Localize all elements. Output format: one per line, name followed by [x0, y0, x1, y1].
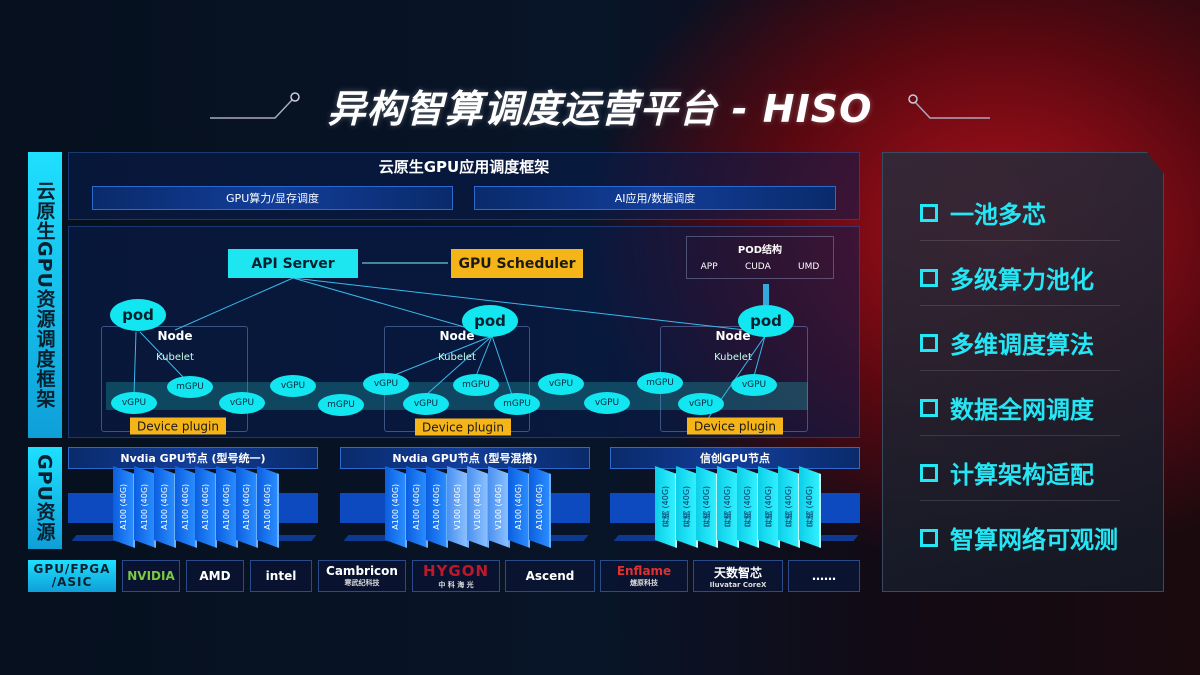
gpu-node-title: 信创GPU节点 — [610, 447, 860, 469]
pod-2: pod — [462, 305, 518, 337]
features-panel — [882, 152, 1164, 592]
gpu-resources-label: GPU资源 — [28, 447, 62, 549]
kubelet-label-1: Kubelet — [156, 352, 194, 363]
gpu-unit: vGPU — [219, 392, 265, 414]
vendor-logo: intel — [250, 560, 312, 592]
gpu-node-title: Nvdia GPU节点 (型号统一) — [68, 447, 318, 469]
vendor-logo: 天数智芯 Iluvatar CoreX — [693, 560, 783, 592]
pod-structure-box: POD结构 APP CUDA UMD — [686, 236, 834, 279]
chip-types-label: GPU/FPGA /ASIC — [28, 560, 116, 592]
pod-3: pod — [738, 305, 794, 337]
gpu-card: 昇腾 (40G) — [655, 465, 677, 549]
gpu-compute-scheduling-box: GPU算力/显存调度 — [92, 186, 453, 210]
gpu-unit: vGPU — [584, 392, 630, 414]
gpu-card: 昇腾 (40G) — [798, 465, 821, 549]
node-label-2: Node — [439, 329, 475, 343]
gpu-card: V100 (40G) — [446, 465, 469, 549]
gpu-card: 昇腾 (40G) — [716, 465, 739, 549]
vendor-logo: HYGON 中 科 海 光 — [412, 560, 500, 592]
gpu-unit: vGPU — [363, 373, 409, 395]
gpu-card: A100 (40G) — [385, 465, 407, 549]
gpu-unit: vGPU — [538, 373, 584, 395]
gpu-card: A100 (40G) — [113, 465, 135, 549]
vendor-logo: Enflame 燧原科技 — [600, 560, 688, 592]
checkbox-square-icon — [920, 333, 938, 352]
gpu-card: A100 (40G) — [528, 465, 551, 549]
gpu-card: A100 (40G) — [195, 465, 217, 549]
feature-divider — [920, 435, 1120, 436]
kubelet-label-2: Kubelet — [438, 352, 476, 363]
gpu-node-title: Nvdia GPU节点 (型号混搭) — [340, 447, 590, 469]
feature-item: 多级算力池化 — [920, 260, 1094, 295]
gpu-card: A100 (40G) — [405, 465, 428, 549]
checkbox-square-icon — [920, 398, 938, 417]
kubelet-label-3: Kubelet — [714, 352, 752, 363]
gpu-unit: mGPU — [453, 374, 499, 396]
pod-structure-app: APP — [700, 262, 718, 272]
device-plugin-3: Device plugin — [687, 417, 783, 435]
device-plugin-2: Device plugin — [415, 418, 511, 436]
gpu-unit: mGPU — [494, 393, 540, 415]
gpu-card: A100 (40G) — [426, 465, 448, 549]
gpu-card: V100 (40G) — [487, 465, 510, 549]
device-plugin-1: Device plugin — [130, 417, 226, 435]
vendor-logo: AMD — [186, 560, 244, 592]
pod-1: pod — [110, 299, 166, 331]
gpu-unit: vGPU — [111, 392, 157, 414]
feature-item: 一池多芯 — [920, 195, 1046, 230]
node-label-1: Node — [157, 329, 193, 343]
gpu-card: A100 (40G) — [154, 465, 176, 549]
gpu-unit: vGPU — [731, 374, 777, 396]
gpu-card: 昇腾 (40G) — [737, 465, 759, 549]
gpu-card: 昇腾 (40G) — [696, 465, 718, 549]
checkbox-square-icon — [920, 463, 938, 482]
api-server-box: API Server — [228, 249, 358, 278]
ai-data-scheduling-box: AI应用/数据调度 — [474, 186, 836, 210]
vendor-logo: Cambricon 寒武纪科技 — [318, 560, 406, 592]
vendor-logo: Ascend — [505, 560, 595, 592]
vendor-logo: …… — [788, 560, 860, 592]
gpu-card: A100 (40G) — [215, 465, 238, 549]
checkbox-square-icon — [920, 268, 938, 287]
gpu-unit: vGPU — [678, 393, 724, 415]
gpu-card: 昇腾 (40G) — [778, 465, 800, 549]
pod-structure-cuda: CUDA — [744, 262, 771, 272]
feature-item: 计算架构适配 — [920, 455, 1094, 490]
feature-divider — [920, 500, 1120, 501]
gpu-unit: mGPU — [318, 394, 364, 416]
feature-item: 多维调度算法 — [920, 325, 1094, 360]
gpu-card: 昇腾 (40G) — [757, 465, 780, 549]
gpu-card: V100 (40G) — [467, 465, 489, 549]
gpu-card: A100 (40G) — [508, 465, 530, 549]
gpu-card: A100 (40G) — [174, 465, 197, 549]
gpu-card: A100 (40G) — [236, 465, 258, 549]
pod-structure-title: POD结构 — [737, 245, 783, 256]
gpu-scheduler-box: GPU Scheduler — [451, 249, 583, 278]
gpu-card: A100 (40G) — [256, 465, 279, 549]
feature-item: 智算网络可观测 — [920, 520, 1118, 555]
vendor-logo: NVIDIA — [122, 560, 180, 592]
scheduling-framework-label: 云原生GPU资源调度框架 — [28, 152, 62, 438]
gpu-card: 昇腾 (40G) — [675, 465, 698, 549]
gpu-unit: vGPU — [270, 375, 316, 397]
pod-structure-umd: UMD — [798, 262, 820, 272]
feature-divider — [920, 305, 1120, 306]
feature-item: 数据全网调度 — [920, 390, 1094, 425]
feature-divider — [920, 240, 1120, 241]
gpu-card: A100 (40G) — [133, 465, 156, 549]
framework-title: 云原生GPU应用调度框架 — [378, 158, 550, 176]
page-title: 异构智算调度运营平台 - HISO — [327, 87, 873, 131]
gpu-unit: mGPU — [637, 372, 683, 394]
gpu-unit: mGPU — [167, 376, 213, 398]
gpu-unit: vGPU — [403, 393, 449, 415]
feature-divider — [920, 370, 1120, 371]
checkbox-square-icon — [920, 528, 938, 547]
checkbox-square-icon — [920, 203, 938, 222]
node-label-3: Node — [715, 329, 751, 343]
